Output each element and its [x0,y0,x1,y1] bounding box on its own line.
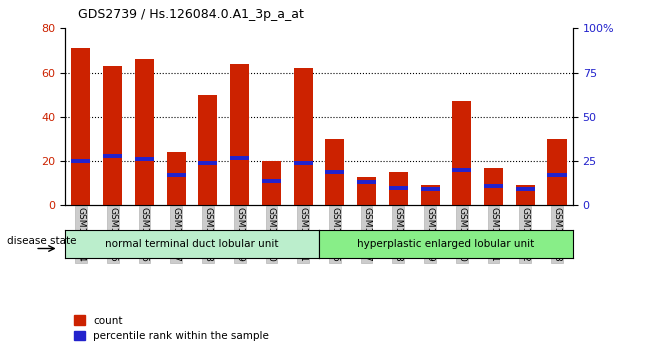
Text: GSM177459: GSM177459 [235,207,244,262]
Bar [72,159,90,163]
Bar [230,64,249,205]
Bar [262,178,281,183]
Text: GSM177457: GSM177457 [172,207,181,262]
Bar [452,101,471,205]
Bar [452,168,471,172]
Text: GSM177449: GSM177449 [426,207,435,262]
Bar [230,155,249,160]
Bar [326,170,344,174]
Bar [167,152,186,205]
Bar [199,95,217,205]
Text: GSM177461: GSM177461 [299,207,308,262]
Bar [199,161,217,165]
Bar [103,154,122,158]
Text: GSM177451: GSM177451 [489,207,498,262]
Text: GSM177452: GSM177452 [521,207,530,262]
Bar [262,161,281,205]
Text: GSM177453: GSM177453 [553,207,562,262]
Text: GDS2739 / Hs.126084.0.A1_3p_a_at: GDS2739 / Hs.126084.0.A1_3p_a_at [78,8,304,21]
Bar [103,66,122,205]
Bar [547,139,566,205]
Bar [484,168,503,205]
Text: GSM177455: GSM177455 [108,207,117,262]
Bar [357,180,376,184]
Bar [421,185,439,205]
Bar [326,139,344,205]
Bar [484,184,503,188]
Text: GSM177460: GSM177460 [267,207,276,262]
Legend: count, percentile rank within the sample: count, percentile rank within the sample [70,311,273,345]
Bar [294,161,312,165]
Text: GSM177456: GSM177456 [140,207,149,262]
Bar [516,185,534,205]
Bar [389,172,408,205]
Text: GSM177446: GSM177446 [330,207,339,262]
Text: GSM177447: GSM177447 [362,207,371,262]
Bar [167,173,186,177]
Text: disease state: disease state [7,236,76,246]
Bar [516,187,534,192]
Text: GSM177458: GSM177458 [203,207,212,262]
Bar [547,173,566,177]
Bar [389,185,408,190]
Text: GSM177450: GSM177450 [457,207,466,262]
Bar [357,177,376,205]
Bar [294,68,312,205]
Bar [135,157,154,161]
Text: hyperplastic enlarged lobular unit: hyperplastic enlarged lobular unit [357,239,534,249]
Text: normal terminal duct lobular unit: normal terminal duct lobular unit [105,239,279,249]
Text: GSM177454: GSM177454 [76,207,85,262]
Bar [421,187,439,192]
Bar [135,59,154,205]
Text: GSM177448: GSM177448 [394,207,403,262]
Bar [72,48,90,205]
